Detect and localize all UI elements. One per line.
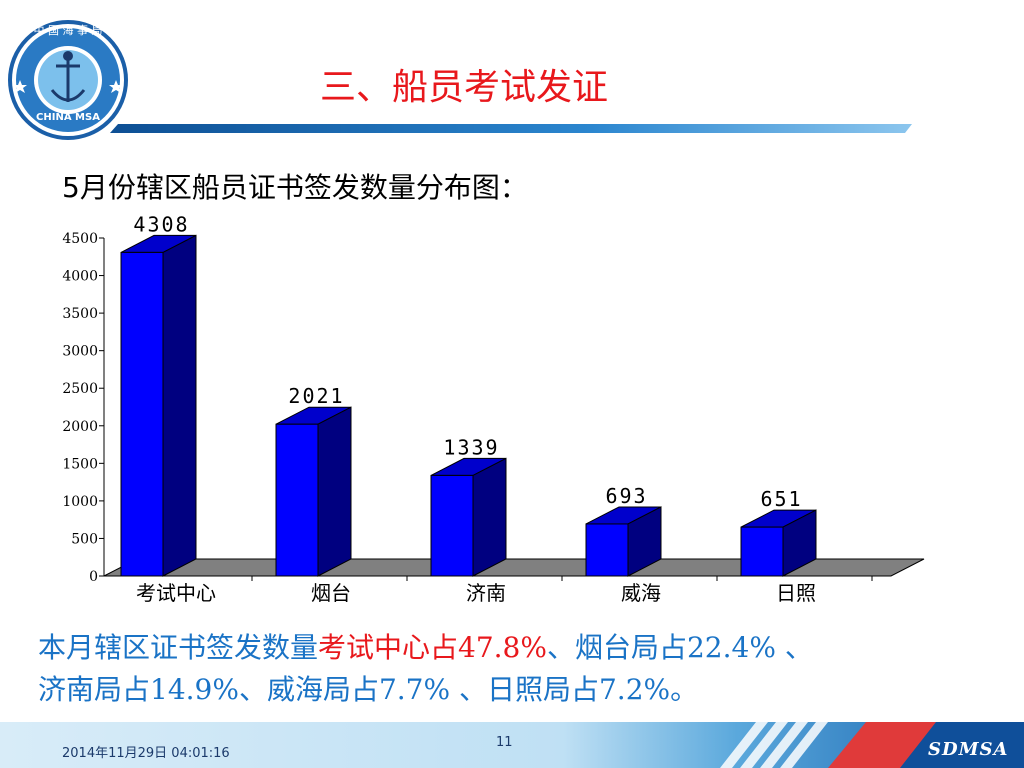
logo-top-text: 中 国 海 事 局	[33, 24, 103, 37]
bar-value-label: 2021	[288, 384, 344, 408]
x-category-label: 考试中心	[136, 581, 216, 605]
star-icon	[13, 80, 27, 93]
x-category-label: 日照	[776, 581, 816, 605]
summary-text-c: 、烟台局占22.4% 、	[546, 631, 813, 664]
y-tick-label: 3500	[62, 306, 98, 322]
footer-brand: SDMSA	[928, 739, 1009, 760]
bar	[740, 509, 817, 577]
china-msa-logo	[8, 20, 128, 140]
bar-side	[317, 406, 352, 577]
y-tick-label: 3000	[62, 344, 98, 360]
bar-side	[162, 234, 197, 577]
bar	[585, 506, 662, 577]
bar-front	[740, 526, 784, 577]
chart-bars	[120, 234, 817, 577]
y-tick-label: 4500	[62, 231, 98, 247]
chart-labels: 4308 考试中心 2021 烟台 1339 济南 693 威海 651 日照	[133, 212, 816, 605]
bar-value-label: 693	[605, 484, 647, 508]
chart-heading: 5月份辖区船员证书签发数量分布图：	[62, 171, 528, 204]
slide-title: 三、船员考试发证	[320, 67, 609, 108]
y-tick-label: 0	[89, 569, 98, 585]
star-icon	[109, 80, 123, 93]
bar-front	[275, 423, 319, 577]
x-category-label: 烟台	[311, 581, 351, 605]
summary-line-1: 本月辖区证书签发数量考试中心占47.8%、烟台局占22.4% 、	[38, 626, 813, 666]
y-tick-label: 2000	[62, 419, 98, 435]
bar-value-label: 1339	[443, 435, 499, 459]
y-axis: 0 500 1000 1500 2000 2500 3000 3500 4000 4500	[62, 231, 891, 585]
anchor-icon	[50, 51, 86, 102]
bar-side	[472, 457, 507, 577]
logo-bottom-text: CHINA MSA	[36, 112, 100, 123]
summary-text-a: 本月辖区证书签发数量	[38, 631, 319, 664]
bar	[120, 234, 197, 577]
bar-value-label: 651	[760, 487, 802, 511]
y-tick-label: 500	[71, 531, 98, 547]
y-tick-label: 1000	[62, 494, 98, 510]
summary-highlight: 考试中心占47.8%	[318, 631, 547, 664]
bar	[430, 457, 507, 577]
bar-front	[120, 251, 164, 577]
bar-value-label: 4308	[133, 212, 189, 236]
x-category-label: 威海	[621, 581, 661, 605]
bar	[275, 406, 352, 577]
bar-front	[585, 523, 629, 577]
y-tick-label: 4000	[62, 269, 98, 285]
y-tick-label: 1500	[62, 456, 98, 472]
footer-date: 2014年11月29日 04:01:16	[62, 746, 230, 761]
header-banner	[110, 124, 912, 133]
footer-stripes	[720, 722, 828, 768]
x-category-label: 济南	[466, 581, 506, 605]
page-number: 11	[496, 735, 513, 750]
summary-line-2: 济南局占14.9%、威海局占7.7% 、日照局占7.2%。	[38, 673, 699, 706]
y-tick-label: 2500	[62, 381, 98, 397]
bar-front	[430, 474, 474, 577]
footer-blue-accent	[900, 722, 1024, 768]
